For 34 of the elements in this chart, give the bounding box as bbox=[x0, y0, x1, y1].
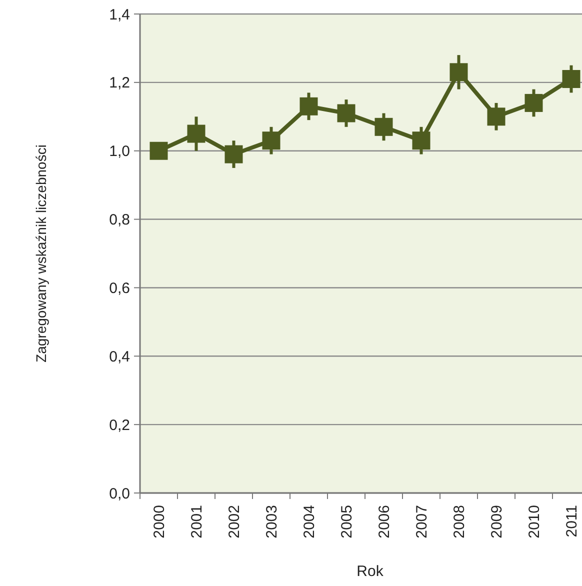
x-tick-label: 2003 bbox=[263, 505, 280, 538]
x-tick-label: 2001 bbox=[188, 505, 206, 538]
x-tick-label: 2002 bbox=[226, 505, 243, 538]
y-tick-label: 0,8 bbox=[109, 212, 130, 229]
point bbox=[374, 118, 393, 136]
x-tick-label: 2011 bbox=[563, 505, 580, 538]
point bbox=[262, 132, 280, 150]
x-tick-label: 2006 bbox=[376, 505, 393, 538]
x-tick-label: 2010 bbox=[526, 505, 543, 538]
x-axis-title: Rok bbox=[356, 563, 384, 580]
y-tick-label: 0,6 bbox=[109, 280, 130, 297]
x-tick-label: 2004 bbox=[300, 505, 318, 538]
y-tick-label: 0,4 bbox=[109, 348, 130, 366]
y-tick-label: 1,0 bbox=[109, 143, 130, 160]
point bbox=[337, 104, 356, 122]
point bbox=[487, 108, 506, 126]
x-tick-label: 2000 bbox=[150, 505, 168, 538]
point bbox=[300, 97, 318, 116]
y-tick-label: 1,4 bbox=[109, 6, 130, 24]
x-tick-label: 2009 bbox=[488, 505, 506, 538]
point bbox=[150, 142, 168, 160]
y-tick-label: 0,0 bbox=[109, 485, 130, 502]
point bbox=[562, 70, 580, 88]
x-tick-label: 2008 bbox=[450, 505, 468, 538]
point bbox=[524, 94, 543, 112]
x-tick-label: 2005 bbox=[338, 505, 356, 538]
point bbox=[412, 132, 430, 150]
x-tick-label: 2007 bbox=[413, 505, 430, 538]
point bbox=[187, 124, 206, 143]
y-axis-title: Zagregowany wskaźnik liczebności bbox=[33, 144, 49, 362]
point bbox=[224, 145, 243, 164]
y-tick-label: 0,2 bbox=[109, 416, 130, 434]
point bbox=[450, 63, 468, 82]
y-tick-label: 1,2 bbox=[109, 74, 130, 92]
